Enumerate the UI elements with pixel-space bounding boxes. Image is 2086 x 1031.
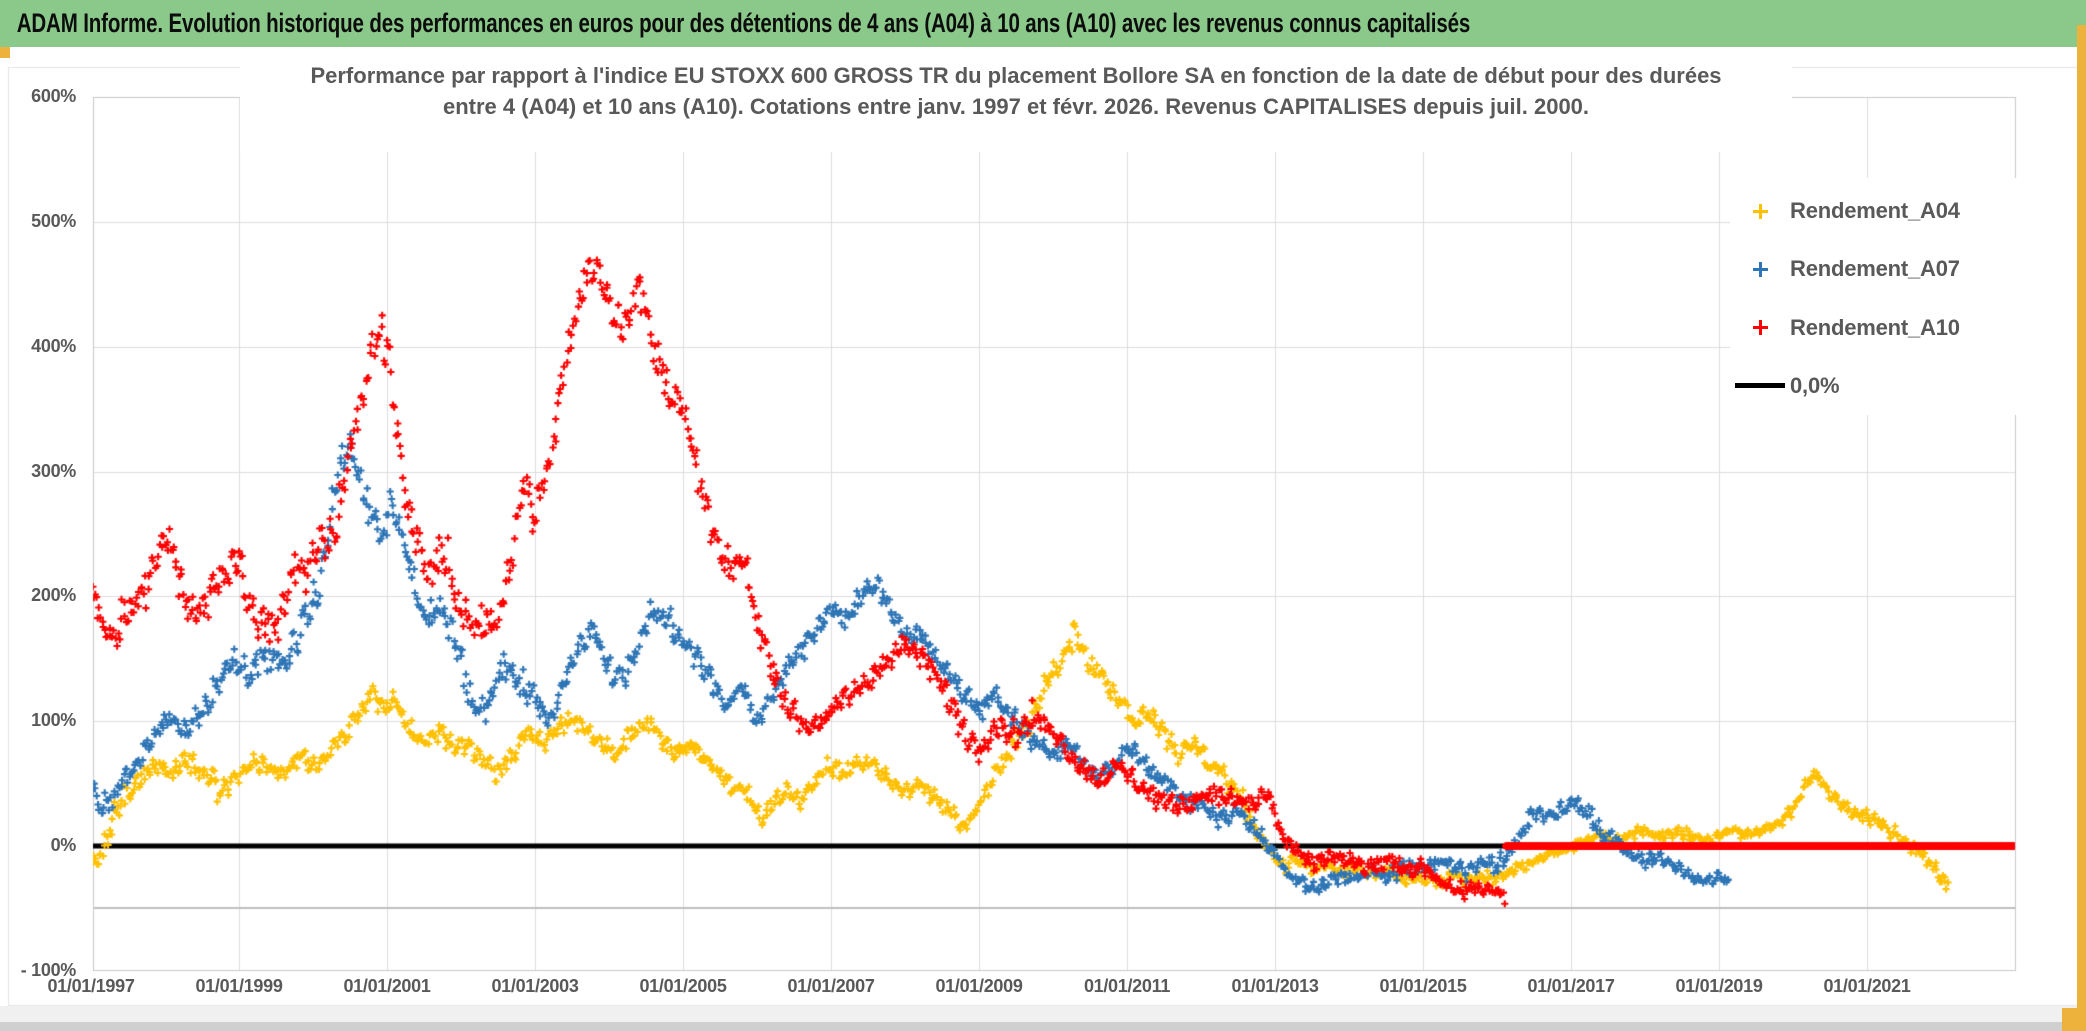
chart-title-line1: Performance par rapport à l'indice EU ST… <box>310 63 1722 88</box>
x-tick-label: 01/01/2007 <box>787 976 875 996</box>
x-tick-label: 01/01/1999 <box>195 976 283 996</box>
legend-label: Rendement_A04 <box>1790 198 1960 224</box>
y-tick-label: 400% <box>31 335 76 356</box>
x-tick-label: 01/01/2001 <box>343 976 431 996</box>
gold-edge-strip <box>2077 25 2086 1031</box>
legend-label: Rendement_A07 <box>1790 256 1960 282</box>
x-tick-label: 01/01/2005 <box>639 976 727 996</box>
y-tick-label: 600% <box>31 86 76 107</box>
page-title: ADAM Informe. Evolution historique des p… <box>16 8 1471 38</box>
y-tick-label: 200% <box>31 585 76 606</box>
legend-label: 0,0% <box>1790 372 1840 398</box>
x-tick-label: 01/01/2013 <box>1231 976 1319 996</box>
legend-label: Rendement_A10 <box>1790 314 1960 340</box>
x-tick-label: 01/01/2015 <box>1379 976 1467 996</box>
chart-title-line2: entre 4 (A04) et 10 ans (A10). Cotations… <box>442 94 1590 119</box>
chart-title: Performance par rapport à l'indice EU ST… <box>240 50 1792 152</box>
legend-item-rendement-a10[interactable]: Rendement_A10 <box>1730 299 2062 357</box>
x-tick-label: 01/01/2019 <box>1675 976 1763 996</box>
plus-marker-icon <box>1730 320 1790 336</box>
plus-marker-icon <box>1730 261 1790 277</box>
x-tick-label: 01/01/1997 <box>47 976 135 996</box>
x-tick-label: 01/01/2011 <box>1083 976 1171 996</box>
x-tick-label: 01/01/2021 <box>1823 976 1911 996</box>
chart-legend: Rendement_A04 Rendement_A07 Rendement_A10 0… <box>1730 178 2062 415</box>
legend-item-rendement-a07[interactable]: Rendement_A07 <box>1730 240 2062 298</box>
legend-item-rendement-a04[interactable]: Rendement_A04 <box>1730 182 2062 240</box>
bottom-strip-dark <box>0 1022 2086 1031</box>
y-tick-label: - 100% <box>20 959 77 980</box>
y-tick-label: 300% <box>31 460 76 481</box>
gold-left-notch <box>0 47 10 58</box>
title-bar: ADAM Informe. Evolution historique des p… <box>0 0 2086 47</box>
gold-corner-block <box>2062 1008 2086 1031</box>
line-marker-icon <box>1730 383 1790 389</box>
x-tick-label: 01/01/2017 <box>1527 976 1615 996</box>
legend-item-0-0-[interactable]: 0,0% <box>1730 357 2062 415</box>
x-tick-label: 01/01/2009 <box>935 976 1023 996</box>
plus-marker-icon <box>1730 203 1790 219</box>
x-tick-label: 01/01/2003 <box>491 976 579 996</box>
y-tick-label: 100% <box>31 710 76 731</box>
y-tick-label: 0% <box>50 835 77 855</box>
y-tick-label: 500% <box>31 210 76 231</box>
